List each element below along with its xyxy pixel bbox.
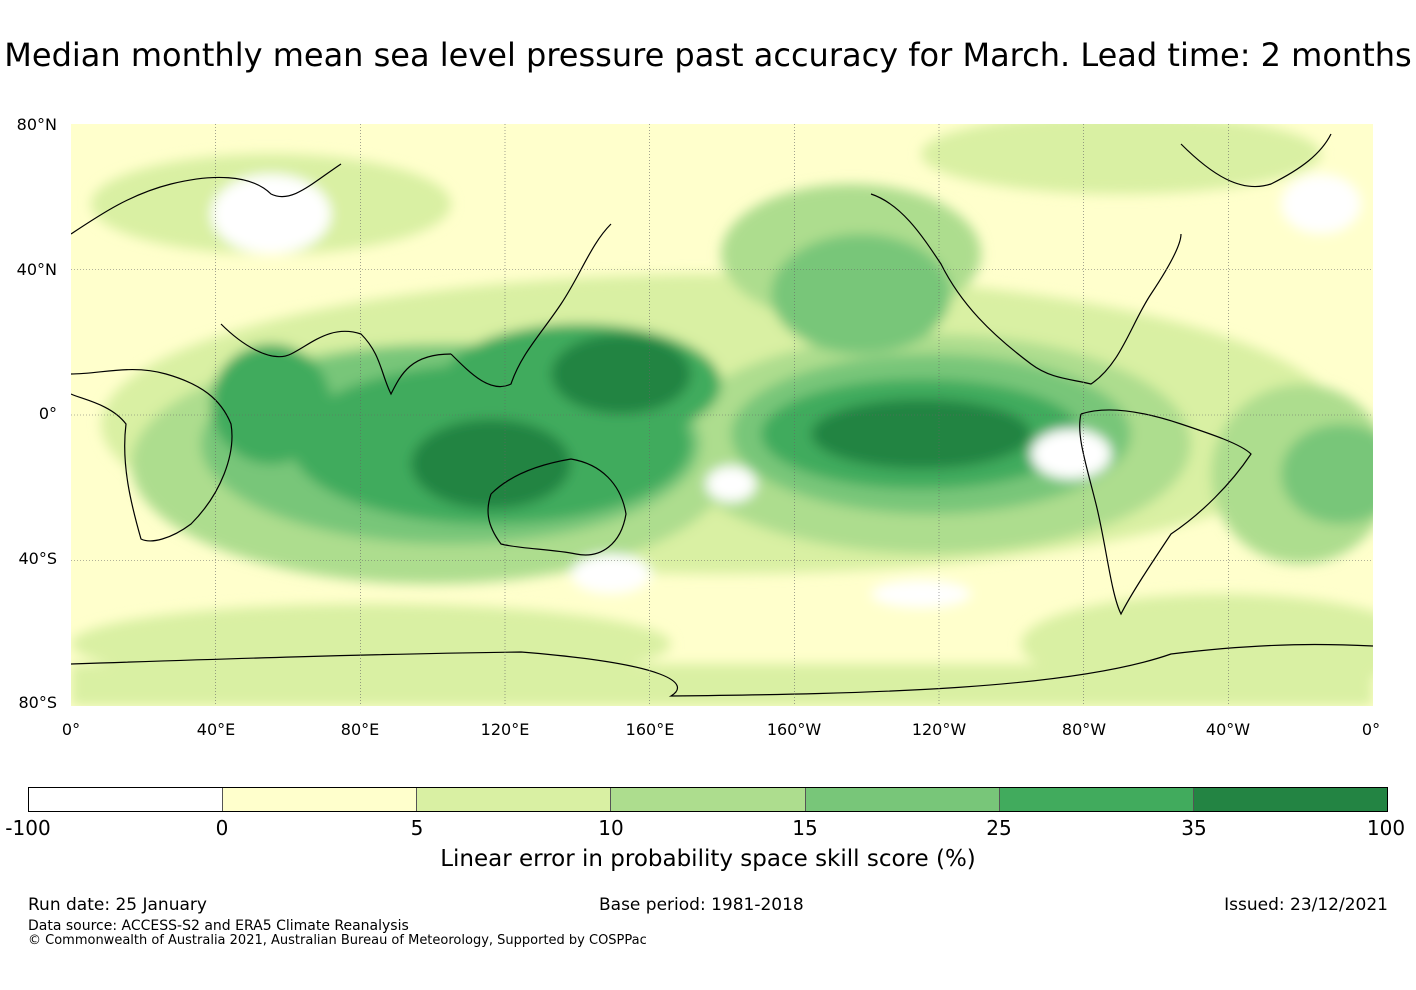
europe-coast [71,163,342,235]
lon-label-40e: 40°E [196,720,236,739]
run-date: Run date: 25 January [28,895,207,915]
colorbar-segment [611,788,806,811]
colorbar-tick: 25 [986,816,1012,840]
lon-label-160e: 160°E [625,720,675,739]
lat-label-80n: 80°N [16,115,57,134]
lon-label-0-east: 0° [1361,720,1381,739]
colorbar-segment [999,788,1194,811]
lon-label-160w: 160°W [766,720,822,739]
skill-score-map [71,124,1373,706]
lat-label-40s: 40°S [18,549,57,568]
map-title: Median monthly mean sea level pressure p… [4,36,1412,74]
colorbar-segment [1193,788,1387,811]
australia-coast [487,458,627,556]
coastlines [71,133,1373,697]
gridlines [71,124,1373,706]
colorbar-segment [417,788,612,811]
colorbar-label: Linear error in probability space skill … [440,846,976,872]
lon-label-0-west: 0° [61,720,81,739]
lon-label-40w: 40°W [1205,720,1251,739]
lat-label-40n: 40°N [16,260,57,279]
south-america-coast [1079,409,1252,616]
asia-coast [450,223,612,388]
lon-label-120w: 120°W [911,720,967,739]
greenland-coast [1180,133,1332,188]
colorbar-segment [223,788,418,811]
colorbar-tick: 15 [792,816,818,840]
lon-label-80w: 80°W [1061,720,1107,739]
colorbar-tick: 5 [410,816,424,840]
colorbar-tick: 0 [215,816,229,840]
colorbar-tick: 35 [1181,816,1207,840]
data-source: Data source: ACCESS-S2 and ERA5 Climate … [28,918,409,934]
lat-label-0: 0° [38,404,57,423]
issued-date: Issued: 23/12/2021 [1224,895,1388,915]
colorbar-segment [29,788,224,811]
colorbar [28,787,1388,812]
colorbar-segment [805,788,1000,811]
lon-label-120e: 120°E [480,720,530,739]
colorbar-tick: -100 [5,816,51,840]
colorbar-tick: 100 [1366,816,1406,840]
base-period: Base period: 1981-2018 [599,895,804,915]
copyright: © Commonwealth of Australia 2021, Austra… [28,933,647,948]
lon-label-80e: 80°E [340,720,380,739]
arabia-india-coast [220,323,452,396]
north-america-coast [870,193,1182,385]
africa-coast [71,368,233,542]
lat-label-80s: 80°S [18,693,57,712]
colorbar-tick: 10 [598,816,624,840]
antarctica-coast [71,643,1373,697]
